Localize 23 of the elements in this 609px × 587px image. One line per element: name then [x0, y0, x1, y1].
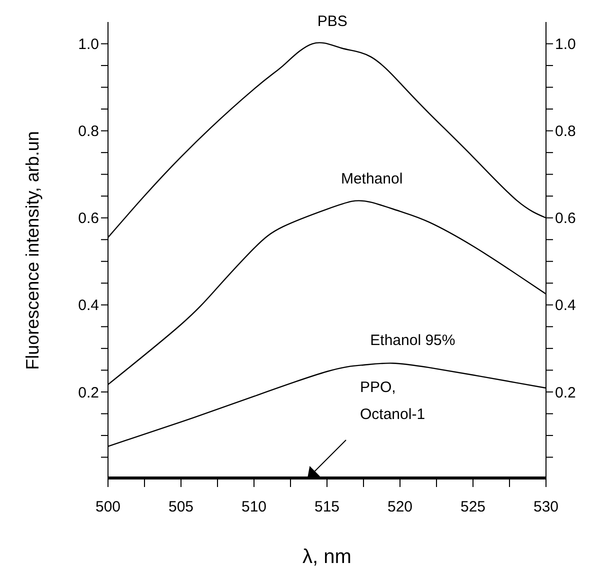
y-tick-label: 0.4	[78, 297, 99, 314]
y-axis-title: Fluorescence intensity, arb.un	[22, 131, 42, 370]
y2-tick-label: 0.2	[555, 384, 576, 402]
x-tick-label: 530	[533, 498, 559, 516]
series-label: Ethanol 95%	[370, 332, 456, 350]
series-label: Methanol	[340, 170, 403, 188]
y-tick-label: 0.6	[78, 210, 99, 228]
series-label: PBS	[317, 12, 348, 30]
y2-tick-label: 0.6	[555, 210, 576, 228]
x-tick-label: 520	[387, 498, 413, 516]
x-tick-label: 505	[168, 498, 194, 516]
x-tick-label: 510	[241, 498, 267, 516]
y2-tick-label: 0.4	[555, 297, 576, 314]
y-tick-label: 1.0	[78, 36, 99, 54]
x-tick-label: 525	[460, 498, 486, 516]
y2-tick-label: 1.0	[555, 36, 576, 54]
y-tick-label: 0.8	[78, 123, 99, 140]
x-tick-label: 500	[95, 498, 121, 516]
annotation: PPO, Octanol-1	[360, 378, 426, 425]
y2-tick-label: 0.8	[555, 123, 576, 140]
x-tick-label: 515	[314, 498, 340, 516]
x-axis-title: λ, nm	[302, 546, 352, 568]
y-tick-label: 0.2	[78, 384, 99, 402]
